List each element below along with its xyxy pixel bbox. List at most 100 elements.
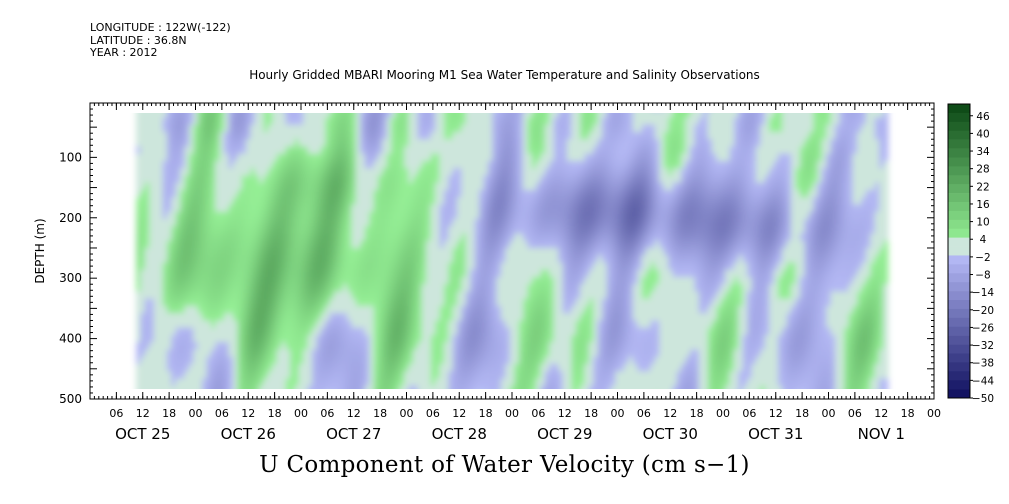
heat-cell xyxy=(386,291,392,300)
heat-cell xyxy=(329,161,335,169)
heat-cell xyxy=(413,255,419,263)
heat-cell xyxy=(624,233,630,242)
heat-cell xyxy=(391,190,397,198)
heat-cell xyxy=(457,211,463,220)
heat-cell xyxy=(325,342,331,350)
heat-cell xyxy=(492,182,498,191)
heat-cell xyxy=(553,204,559,213)
heat-cell xyxy=(294,364,300,372)
heat-cell xyxy=(197,291,203,300)
heat-cell xyxy=(496,139,502,147)
heat-cell xyxy=(246,313,252,321)
heat-cell xyxy=(492,113,498,118)
heat-cell xyxy=(285,364,291,372)
heat-cell xyxy=(474,262,480,271)
heat-cell xyxy=(162,153,168,162)
heat-cell xyxy=(202,284,208,292)
heat-cell xyxy=(619,204,625,213)
heat-cell xyxy=(584,291,590,300)
heat-cell xyxy=(566,161,572,169)
heat-cell xyxy=(593,211,599,220)
heat-cell xyxy=(281,356,287,365)
heat-cell xyxy=(474,197,480,205)
heat-cell xyxy=(566,132,572,140)
heat-cell xyxy=(202,371,208,379)
heat-cell xyxy=(518,190,524,198)
heat-cell xyxy=(426,378,432,387)
heat-cell xyxy=(166,226,172,234)
heat-cell xyxy=(549,153,555,162)
heat-cell xyxy=(338,335,344,343)
heat-cell xyxy=(540,211,546,220)
heat-cell xyxy=(624,153,630,162)
heat-cell xyxy=(588,139,594,147)
heat-cell xyxy=(188,248,194,256)
heat-cell xyxy=(364,153,370,162)
heat-cell xyxy=(426,262,432,271)
heat-cell xyxy=(580,269,586,278)
heat-cell xyxy=(496,298,502,307)
heat-cell xyxy=(316,168,322,176)
heat-cell xyxy=(540,356,546,365)
heat-cell xyxy=(483,364,489,372)
heat-cell xyxy=(325,269,331,278)
heat-cell xyxy=(465,139,471,147)
heat-cell xyxy=(531,219,537,227)
heat-cell xyxy=(162,342,168,350)
heat-cell xyxy=(650,124,656,133)
heat-cell xyxy=(536,269,542,278)
heat-cell xyxy=(518,226,524,234)
heat-cell xyxy=(241,313,247,321)
heat-cell xyxy=(588,378,594,387)
heat-cell xyxy=(496,364,502,372)
heat-cell xyxy=(443,327,449,336)
heat-cell xyxy=(549,204,555,213)
heat-cell xyxy=(540,385,546,389)
heat-cell xyxy=(228,269,234,278)
heat-cell xyxy=(448,284,454,292)
heat-cell xyxy=(140,182,146,191)
heat-cell xyxy=(166,284,172,292)
heat-cell xyxy=(184,211,190,220)
heat-cell xyxy=(615,385,621,389)
heat-cell xyxy=(470,168,476,176)
heat-cell xyxy=(347,385,353,389)
heat-cell xyxy=(588,364,594,372)
heat-cell xyxy=(307,262,313,271)
heat-cell xyxy=(575,349,581,358)
heat-cell xyxy=(224,342,230,350)
heat-cell xyxy=(448,182,454,191)
heat-cell xyxy=(320,139,326,147)
heat-cell xyxy=(254,320,260,329)
heat-cell xyxy=(465,313,471,321)
heat-cell xyxy=(351,327,357,336)
heat-cell xyxy=(650,284,656,292)
heat-cell xyxy=(202,153,208,162)
heat-cell xyxy=(338,161,344,169)
heat-cell xyxy=(246,298,252,307)
heat-cell xyxy=(334,371,339,379)
heat-cell xyxy=(360,197,366,205)
heat-cell xyxy=(347,335,353,343)
heat-cell xyxy=(646,132,652,140)
heat-cell xyxy=(272,117,278,126)
heat-cell xyxy=(606,248,612,256)
heat-cell xyxy=(483,313,489,321)
heat-cell xyxy=(637,233,643,242)
heat-cell xyxy=(149,284,155,292)
heat-cell xyxy=(351,306,357,314)
heat-cell xyxy=(448,226,454,234)
heat-cell xyxy=(294,132,300,140)
heat-cell xyxy=(588,342,594,350)
heat-cell xyxy=(171,190,177,198)
heat-cell xyxy=(193,226,199,234)
heat-cell xyxy=(474,219,480,227)
heat-cell xyxy=(202,226,208,234)
heat-cell xyxy=(408,204,414,213)
heat-cell xyxy=(492,385,498,389)
heat-cell xyxy=(158,113,164,118)
heat-cell xyxy=(479,320,484,329)
heat-cell xyxy=(276,146,282,155)
heat-cell xyxy=(334,284,339,292)
heat-cell xyxy=(158,284,164,292)
